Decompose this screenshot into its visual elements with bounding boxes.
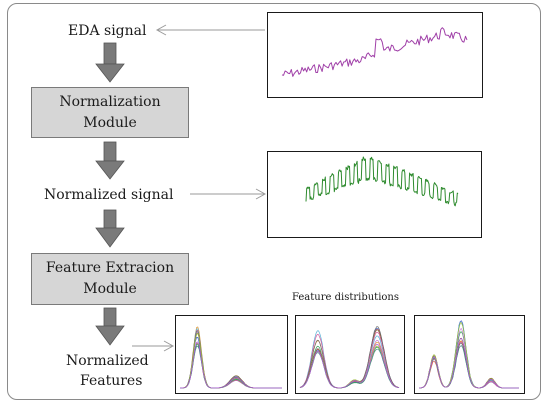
normalized-signal-label: Normalized signal: [44, 187, 174, 203]
feature-extraction-module: Feature Extracion Module: [31, 253, 189, 305]
down-arrow-icon: [95, 307, 125, 346]
normalized-signal-trace: [305, 156, 459, 207]
right-arrow-icon: [132, 340, 175, 352]
normalization-module-line2: Module: [83, 114, 137, 131]
eda-signal-label: EDA signal: [68, 23, 147, 39]
distribution-curve: [418, 338, 519, 389]
distribution-curve: [299, 343, 400, 389]
normalized-features-label-line1: Normalized: [66, 353, 149, 369]
feature-extraction-module-line2: Module: [83, 281, 137, 297]
down-arrow-icon: [95, 141, 125, 180]
feature-distribution-plot-3: [414, 315, 525, 394]
eda-trace-line: [281, 27, 468, 77]
normalized-signal-plot: [267, 151, 482, 238]
feature-distribution-curves-1: [180, 326, 282, 389]
normalized-trace-line: [305, 156, 459, 207]
eda-signal-plot: [267, 12, 483, 98]
feature-distribution-plot-2: [295, 315, 405, 394]
feature-distribution-curves-3: [418, 320, 519, 389]
down-arrow-icon: [95, 209, 125, 248]
down-arrow-icon: [95, 42, 125, 83]
right-arrow-icon: [190, 188, 267, 200]
left-arrow-icon: [155, 24, 265, 36]
feature-distribution-plot-1: [175, 315, 288, 394]
normalization-module: Normalization Module: [31, 87, 189, 138]
feature-distributions-label: Feature distributions: [292, 292, 399, 303]
eda-signal-trace: [281, 27, 468, 77]
distribution-curve: [299, 348, 400, 389]
normalization-module-line1: Normalization: [59, 93, 161, 110]
distribution-curve: [180, 341, 282, 389]
normalized-features-label-line2: Features: [80, 373, 143, 389]
diagram-frame: [7, 3, 541, 400]
feature-distribution-curves-2: [299, 326, 400, 389]
feature-extraction-module-line1: Feature Extracion: [45, 260, 175, 276]
